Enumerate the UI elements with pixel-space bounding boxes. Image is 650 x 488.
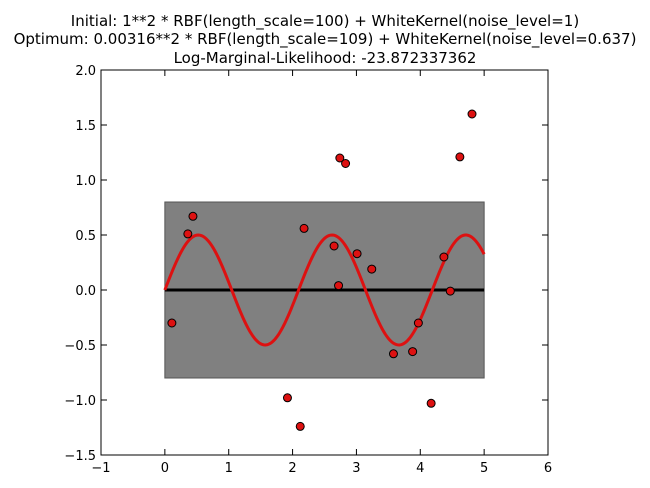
data-point [282,393,292,403]
y-tick-label: 1.0 [75,174,96,189]
y-tick-label: 0.5 [75,229,96,244]
x-tick-label: −1 [91,461,110,476]
data-point [467,109,477,119]
true-function-curve [163,233,486,347]
chart-title-line-1: Initial: 1**2 * RBF(length_scale=100) + … [70,12,580,30]
data-point [335,153,345,163]
data-point [352,249,362,259]
data-point [445,286,455,296]
x-tick-label: 5 [480,461,488,476]
y-tick-label: −1.0 [64,394,96,409]
x-tick-label: 6 [544,461,552,476]
x-tick-label: 2 [288,461,296,476]
data-point [188,211,198,221]
data-point [413,318,423,328]
x-tick-label: 4 [416,461,424,476]
chart-title-line-3: Log-Marginal-Likelihood: -23.872337362 [173,49,477,67]
data-point [426,398,436,408]
y-tick-label: −1.5 [64,449,96,464]
data-point [334,281,344,291]
data-point [295,421,305,431]
x-tick-label: 0 [161,461,169,476]
y-tick-label: 0.0 [75,284,96,299]
data-point [367,264,377,274]
data-point [183,229,193,239]
data-point [439,252,449,262]
data-point [167,318,177,328]
y-tick-label: 1.5 [75,119,96,134]
x-tick-label: 3 [352,461,360,476]
data-point [408,347,418,357]
y-tick-label: −0.5 [64,339,96,354]
data-point [388,349,398,359]
data-point [329,241,339,251]
data-point [341,159,351,168]
axes-frame [100,69,549,456]
data-point [299,223,309,233]
y-tick-label: 2.0 [75,64,96,79]
data-point [455,152,465,162]
chart-title-line-2: Optimum: 0.00316**2 * RBF(length_scale=1… [13,30,637,48]
x-tick-label: 1 [225,461,233,476]
